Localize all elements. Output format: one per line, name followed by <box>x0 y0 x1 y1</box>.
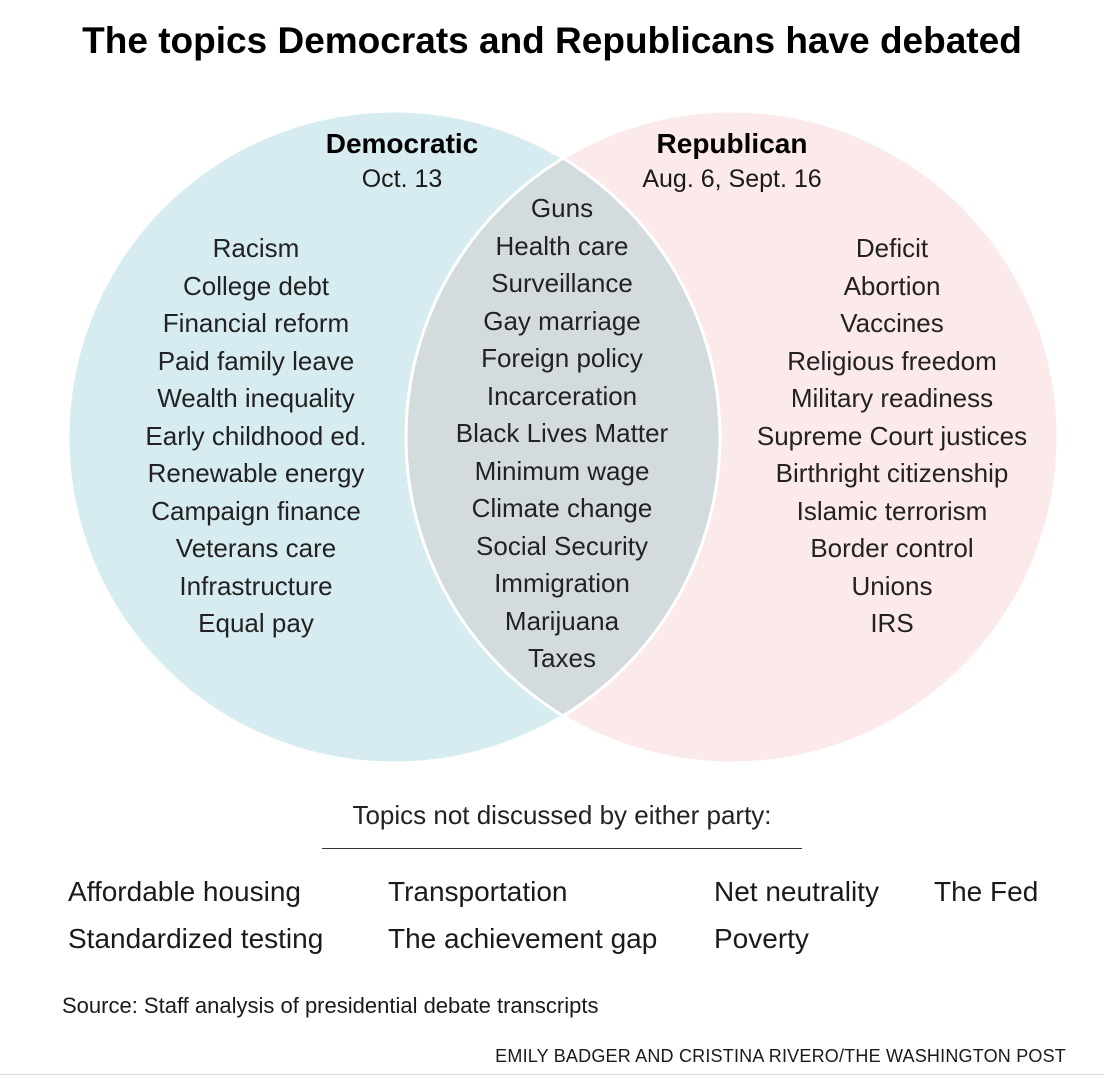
not-discussed-item: Transportation <box>388 876 568 907</box>
democratic-header: Democratic Oct. 13 <box>252 126 552 196</box>
topic-item: Border control <box>810 533 974 563</box>
topic-item: Renewable energy <box>147 458 365 488</box>
topic-item: Surveillance <box>491 268 633 298</box>
republican-topics: Deficit Abortion Vaccines Religious free… <box>732 230 1052 643</box>
democratic-label: Democratic <box>325 128 479 159</box>
democratic-circle-outline <box>66 109 722 765</box>
not-discussed-item: The Fed <box>934 876 1039 907</box>
not-discussed-item: Poverty <box>714 923 809 954</box>
republican-label: Republican <box>656 128 808 159</box>
topic-item: Early childhood ed. <box>145 420 367 451</box>
shared-topics: Guns Health care Surveillance Gay marria… <box>412 190 712 678</box>
topic-item: Social Security <box>476 530 648 561</box>
topic-item: Minimum wage <box>474 455 650 486</box>
topic-item: Veterans care <box>175 533 337 563</box>
topic-item: Incarceration <box>486 380 638 411</box>
topic-item: Birthright citizenship <box>775 458 1009 488</box>
chart-title: The topics Democrats and Republicans hav… <box>82 20 1022 61</box>
venn-diagram <box>66 109 1060 765</box>
topic-item: Deficit <box>855 233 929 263</box>
topic-item: Equal pay <box>198 608 314 638</box>
credit-line: EMILY BADGER AND CRISTINA RIVERO/THE WAS… <box>495 1046 1066 1066</box>
republican-circle-outline <box>404 109 1060 765</box>
topic-item: Islamic terrorism <box>796 495 988 526</box>
democratic-date: Oct. 13 <box>361 165 443 193</box>
topic-item: Black Lives Matter <box>455 418 669 448</box>
topic-item: College debt <box>183 270 329 301</box>
topic-item: Gay marriage <box>483 305 641 336</box>
topic-item: Health care <box>495 230 629 261</box>
democratic-topics: Racism College debt Financial reform Pai… <box>96 230 416 643</box>
not-discussed-item: Net neutrality <box>714 876 879 907</box>
republican-header: Republican Aug. 6, Sept. 16 <box>582 126 882 196</box>
republican-date: Aug. 6, Sept. 16 <box>642 165 822 193</box>
not-discussed-item: Affordable housing <box>68 876 301 907</box>
not-discussed-title: Topics not discussed by either party: <box>352 800 772 830</box>
bottom-border <box>0 1074 1104 1075</box>
topic-item: Paid family leave <box>157 345 355 376</box>
topic-item: Military readiness <box>790 383 994 413</box>
not-discussed-item: Standardized testing <box>68 923 324 954</box>
topic-item: Supreme Court justices <box>756 420 1028 451</box>
topic-item: Financial reform <box>162 308 350 338</box>
topic-item: Guns <box>530 193 594 223</box>
topic-item: Racism <box>212 233 300 263</box>
topic-item: Taxes <box>528 643 596 673</box>
topic-item: Infrastructure <box>179 570 333 601</box>
overlap-region <box>406 111 720 763</box>
not-discussed-item: The achievement gap <box>388 923 658 954</box>
topic-item: Wealth inequality <box>157 383 355 413</box>
topic-item: Abortion <box>843 270 941 301</box>
topic-item: Unions <box>851 570 933 601</box>
topic-item: Climate change <box>471 493 653 523</box>
source-note: Source: Staff analysis of presidential d… <box>62 993 599 1018</box>
topic-item: Immigration <box>494 568 630 598</box>
topic-item: Vaccines <box>840 308 944 338</box>
topic-item: Campaign finance <box>151 495 361 526</box>
topic-item: Marijuana <box>504 605 620 636</box>
topic-item: Foreign policy <box>481 343 643 373</box>
divider <box>322 848 802 849</box>
topic-item: Religious freedom <box>787 345 997 376</box>
topic-item: IRS <box>870 608 914 638</box>
